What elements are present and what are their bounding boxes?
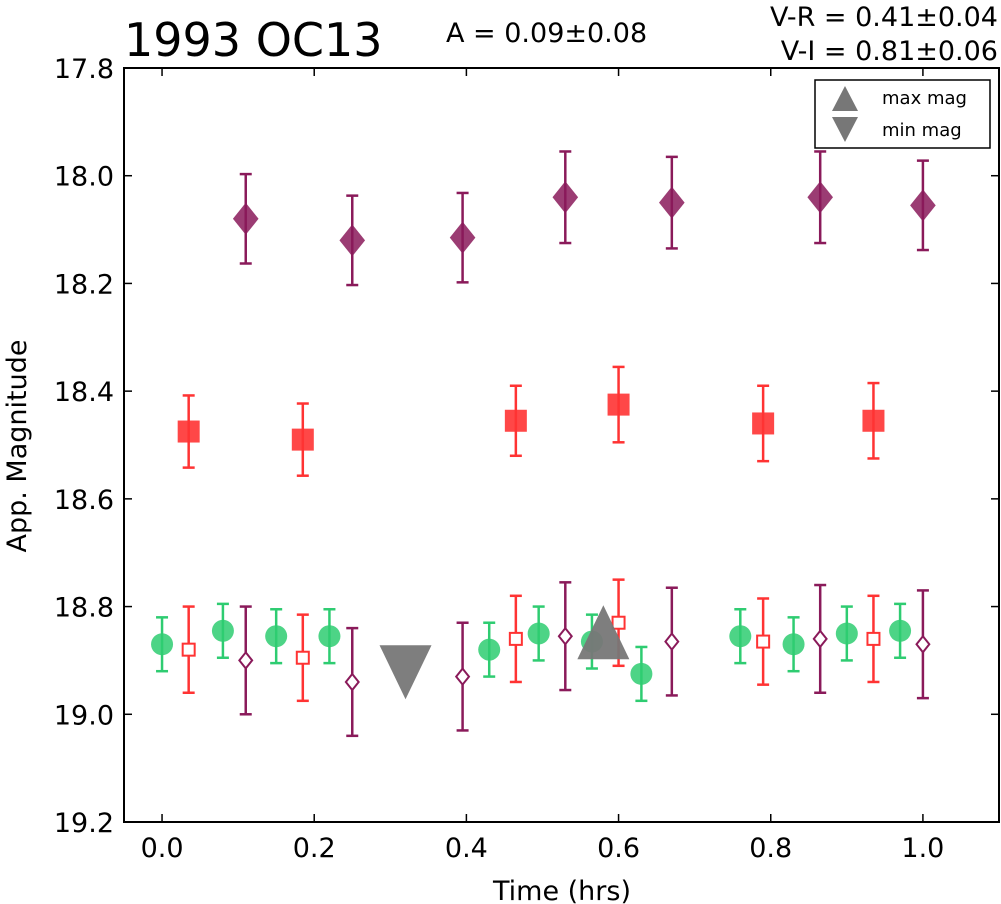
data-point-circle <box>151 633 174 656</box>
data-point-square <box>862 409 885 432</box>
y-tick-label: 17.8 <box>54 54 114 85</box>
x-tick-label: 0.8 <box>749 833 792 864</box>
legend-min-mag-label: min mag <box>882 120 962 141</box>
data-point-circle <box>265 625 288 648</box>
data-point-diamond-open <box>344 672 360 692</box>
data-point-diamond-open <box>557 626 573 646</box>
data-point-square-open <box>611 615 626 630</box>
data-point-circle <box>782 633 805 656</box>
chart-title: 1993 OC13 <box>124 13 383 67</box>
data-layer <box>151 150 936 738</box>
data-point-square <box>607 393 630 416</box>
y-tick-label: 19.2 <box>54 808 114 839</box>
data-point-circle <box>318 625 341 648</box>
data-point-square-open <box>295 650 310 665</box>
y-axis-title: App. Magnitude <box>2 340 33 553</box>
data-point-square <box>504 409 527 432</box>
data-point-circle <box>889 619 912 642</box>
data-point-circle <box>729 625 752 648</box>
x-tick-label: 0.4 <box>445 833 488 864</box>
data-point-diamond <box>339 224 366 257</box>
legend: max mag min mag <box>814 79 991 149</box>
max-mag-marker <box>577 605 630 660</box>
data-point-diamond <box>449 221 476 254</box>
v-i-annotation: V-I = 0.81±0.06 <box>781 36 998 67</box>
min-mag-marker <box>379 645 432 700</box>
x-tick-label: 0.0 <box>141 833 184 864</box>
y-tick-label: 18.2 <box>54 269 114 300</box>
y-tick-label: 18.8 <box>54 593 114 624</box>
y-tick-label: 18.0 <box>54 162 114 193</box>
data-point-diamond <box>807 181 833 214</box>
legend-min-mag-icon <box>832 117 858 142</box>
data-point-diamond <box>552 181 579 214</box>
data-point-diamond <box>659 186 685 219</box>
data-point-circle <box>835 622 858 645</box>
legend-max-mag-icon <box>832 86 858 111</box>
data-point-square-open <box>508 631 523 646</box>
x-tick-label: 1.0 <box>901 833 944 864</box>
data-point-diamond-open <box>812 629 828 649</box>
data-point-square <box>752 412 775 435</box>
data-point-diamond-open <box>238 650 254 671</box>
data-point-diamond <box>910 189 936 222</box>
data-point-square-open <box>866 631 881 646</box>
amplitude-annotation: A = 0.09±0.08 <box>446 18 647 49</box>
data-point-circle <box>211 619 234 642</box>
y-tick-label: 18.4 <box>54 377 114 408</box>
data-point-diamond-open <box>454 666 471 687</box>
x-tick-label: 0.2 <box>293 833 336 864</box>
legend-max-mag-label: max mag <box>882 88 967 109</box>
y-tick-label: 19.0 <box>54 700 114 731</box>
data-point-square <box>177 420 200 443</box>
ticks-layer: 0.0 0.2 0.4 0.6 0.8 1.0 17.8 18.0 18.2 18.4 18.6 18… <box>54 54 999 864</box>
data-point-square-open <box>181 642 196 657</box>
v-r-annotation: V-R = 0.41±0.04 <box>770 2 998 33</box>
data-point-diamond-open <box>915 634 931 654</box>
data-point-diamond <box>232 202 259 235</box>
data-point-circle <box>630 662 653 685</box>
data-point-square-open <box>756 634 771 649</box>
data-point-square <box>291 428 314 451</box>
plot-frame <box>123 67 1000 823</box>
y-tick-label: 18.6 <box>54 485 114 516</box>
data-point-circle <box>527 622 550 645</box>
x-tick-label: 0.6 <box>597 833 640 864</box>
data-point-diamond-open <box>664 631 680 652</box>
x-axis-title: Time (hrs) <box>492 876 631 904</box>
data-point-circle <box>478 638 501 661</box>
